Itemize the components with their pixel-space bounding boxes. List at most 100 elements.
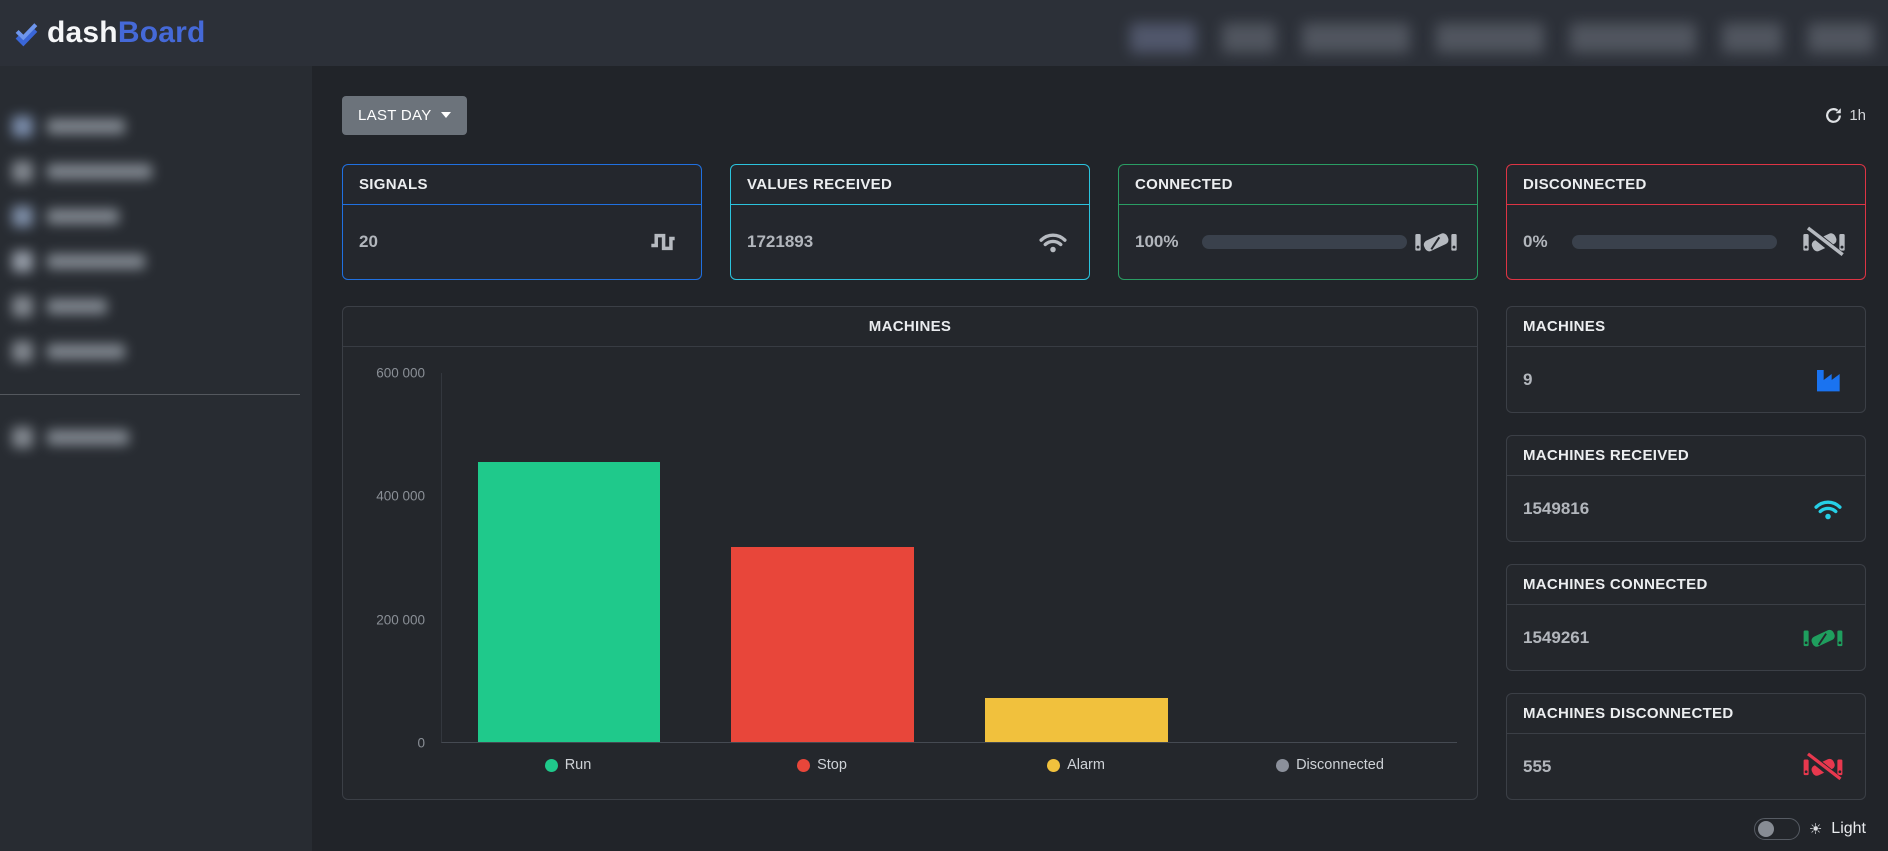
legend-item-alarm[interactable]: Alarm	[949, 757, 1203, 773]
legend-item-stop[interactable]: Stop	[695, 757, 949, 773]
legend-label: Stop	[817, 757, 847, 773]
sidebar-item-blurred[interactable]	[12, 415, 312, 460]
main-content: LAST DAY 1h SIGNALS 20	[312, 66, 1888, 851]
bar-slot	[1203, 373, 1457, 742]
stat-card-disconnected: DISCONNECTED 0%	[1506, 164, 1866, 280]
double-check-icon	[15, 22, 38, 46]
sidebar-icon-blurred	[12, 341, 33, 362]
theme-label: Light	[1831, 820, 1866, 837]
nav-item-blurred[interactable]	[1570, 23, 1696, 53]
stat-card-values-received: VALUES RECEIVED 1721893	[730, 164, 1090, 280]
y-axis: 600 000 400 000 200 000 0	[355, 366, 433, 751]
legend-dot	[797, 758, 811, 772]
summary-column: MACHINES 9 MACHINES RECEIVED 1549816	[1506, 306, 1866, 800]
chart-bar-stop[interactable]	[731, 547, 914, 742]
card-title: DISCONNECTED	[1507, 165, 1865, 205]
nav-item-blurred[interactable]	[1130, 23, 1196, 53]
legend-label: Alarm	[1067, 757, 1105, 773]
chart-bar-run[interactable]	[477, 462, 661, 742]
handshake-icon	[1413, 226, 1459, 258]
brand-logo[interactable]: dashBoard	[14, 16, 206, 50]
legend-item-run[interactable]: Run	[441, 757, 695, 773]
chart-title: MACHINES	[343, 307, 1477, 347]
sidebar-item-blurred[interactable]	[12, 194, 312, 239]
machines-chart-card: MACHINES 600 000 400 000 200 000 0 Run Stop A…	[342, 306, 1478, 800]
brand-text: dashBoard	[47, 16, 206, 49]
sidebar-icon-blurred	[12, 427, 33, 448]
card-title: MACHINES RECEIVED	[1507, 436, 1865, 476]
sidebar-icon-blurred	[12, 161, 33, 182]
card-title: MACHINES	[1507, 307, 1865, 347]
theme-toggle[interactable]	[1753, 818, 1800, 840]
nav-item-blurred[interactable]	[1808, 23, 1874, 53]
card-value: 1549816	[1523, 499, 1590, 518]
bar-slot	[696, 373, 950, 742]
bar-slot	[442, 373, 696, 742]
legend-dot	[1047, 758, 1061, 772]
card-value: 9	[1523, 370, 1533, 389]
chart-bar-alarm[interactable]	[985, 697, 1168, 742]
wave-square-icon	[643, 228, 683, 256]
y-axis-tick: 200 000	[376, 612, 425, 628]
nav-menu	[1130, 13, 1874, 53]
card-value: 1721893	[747, 232, 814, 251]
nav-item-blurred[interactable]	[1722, 23, 1782, 53]
legend-label: Disconnected	[1296, 757, 1384, 773]
sun-icon: ☀	[1808, 821, 1823, 838]
card-value: 0%	[1523, 232, 1548, 251]
legend-label: Run	[564, 757, 592, 773]
legend-item-disconnected[interactable]: Disconnected	[1203, 757, 1457, 773]
refresh-interval-label: 1h	[1849, 106, 1866, 124]
sidebar-item-blurred[interactable]	[12, 329, 312, 374]
period-dropdown-label: LAST DAY	[358, 106, 432, 124]
caret-down-icon	[440, 112, 451, 118]
card-value: 555	[1523, 757, 1552, 776]
wifi-icon	[1035, 227, 1071, 257]
footer: ☀ Light	[342, 814, 1866, 844]
card-title: VALUES RECEIVED	[731, 165, 1089, 205]
chart-body: 600 000 400 000 200 000 0 Run Stop Alarm Disco…	[343, 347, 1477, 799]
sidebar-item-blurred[interactable]	[12, 104, 312, 149]
card-title: MACHINES DISCONNECTED	[1507, 694, 1865, 734]
nav-item-blurred[interactable]	[1436, 23, 1544, 53]
sidebar-icon-blurred	[12, 251, 33, 272]
stat-card-row: SIGNALS 20 VALUES RECEIVED 1721893	[342, 164, 1866, 280]
chart-legend: Run Stop Alarm Disconnected	[441, 757, 1457, 773]
y-axis-tick: 0	[417, 735, 425, 751]
sidebar-item-blurred[interactable]	[12, 239, 312, 284]
wifi-icon	[1811, 494, 1845, 524]
legend-dot	[1276, 758, 1290, 772]
toolbar: LAST DAY 1h	[342, 94, 1866, 136]
refresh-control[interactable]: 1h	[1824, 106, 1866, 125]
handshake-slash-icon	[1801, 752, 1845, 782]
y-axis-tick: 400 000	[376, 488, 425, 504]
sidebar-item-blurred[interactable]	[12, 284, 312, 329]
toggle-knob	[1757, 821, 1774, 837]
card-value: 100%	[1135, 232, 1179, 251]
card-value: 1549261	[1523, 628, 1590, 647]
summary-card-machines-received: MACHINES RECEIVED 1549816	[1506, 435, 1866, 542]
progress-bar-connected	[1202, 235, 1408, 249]
sidebar-icon-blurred	[12, 296, 33, 317]
factory-icon	[1813, 364, 1845, 396]
summary-card-machines-connected: MACHINES CONNECTED 1549261	[1506, 564, 1866, 671]
handshake-icon	[1801, 623, 1845, 653]
sidebar-item-blurred[interactable]	[12, 149, 312, 194]
summary-card-machines: MACHINES 9	[1506, 306, 1866, 413]
refresh-icon	[1826, 107, 1842, 123]
handshake-slash-icon	[1801, 226, 1847, 258]
y-axis-tick: 600 000	[376, 365, 425, 381]
legend-dot	[544, 758, 558, 772]
nav-item-blurred[interactable]	[1302, 23, 1410, 53]
card-title: MACHINES CONNECTED	[1507, 565, 1865, 605]
card-value: 20	[359, 232, 378, 251]
card-title: CONNECTED	[1119, 165, 1477, 205]
bar-slot	[950, 373, 1204, 742]
top-navbar: dashBoard	[0, 0, 1888, 66]
nav-item-blurred[interactable]	[1222, 23, 1276, 53]
progress-bar-disconnected	[1571, 235, 1777, 249]
sidebar	[0, 66, 312, 851]
summary-card-machines-disconnected: MACHINES DISCONNECTED 555	[1506, 693, 1866, 800]
period-dropdown-button[interactable]: LAST DAY	[342, 95, 467, 135]
stat-card-connected: CONNECTED 100%	[1118, 164, 1478, 280]
